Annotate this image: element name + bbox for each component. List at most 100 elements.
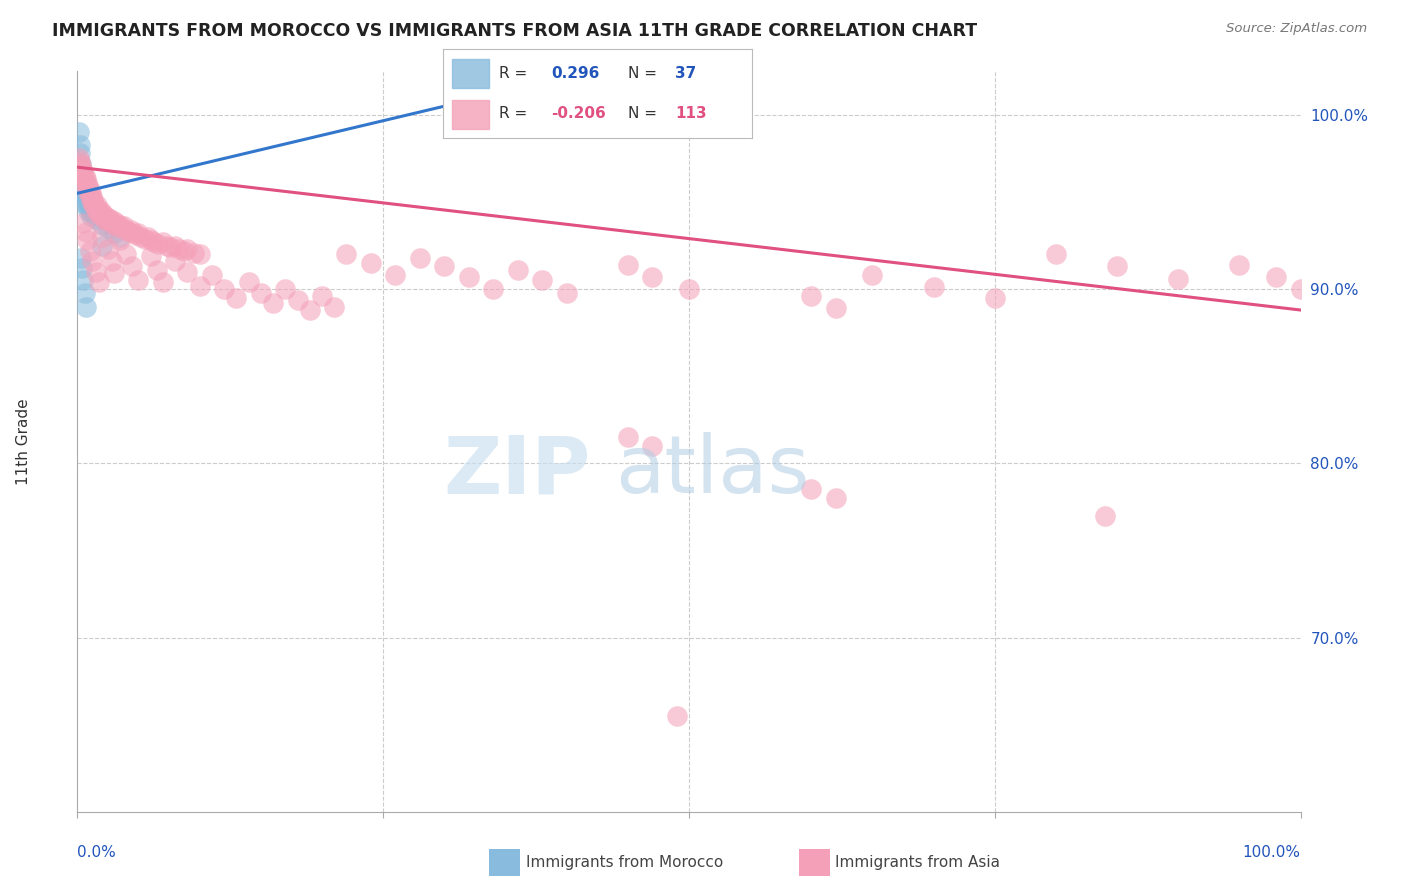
Point xyxy=(69,137,91,152)
Point xyxy=(262,296,284,310)
Text: 0.0%: 0.0% xyxy=(77,845,117,860)
Text: 0.296: 0.296 xyxy=(551,66,599,81)
Point xyxy=(323,300,346,314)
Point xyxy=(641,269,664,284)
Point xyxy=(80,254,103,268)
Point xyxy=(72,216,94,230)
Point xyxy=(73,169,96,183)
Text: R =: R = xyxy=(499,66,531,81)
Point xyxy=(72,170,94,185)
Point xyxy=(125,228,148,243)
Point xyxy=(73,181,96,195)
Point xyxy=(201,268,224,282)
Point xyxy=(82,207,104,221)
Text: Source: ZipAtlas.com: Source: ZipAtlas.com xyxy=(1226,22,1367,36)
Point xyxy=(274,282,297,296)
Point xyxy=(335,247,357,261)
Point xyxy=(70,161,93,176)
Point xyxy=(98,214,121,228)
Point xyxy=(115,247,138,261)
Point xyxy=(188,247,211,261)
Point xyxy=(82,198,104,212)
Point xyxy=(72,273,94,287)
Point xyxy=(617,258,640,272)
Point xyxy=(287,293,309,307)
Point xyxy=(84,265,107,279)
Point xyxy=(506,263,529,277)
Point xyxy=(80,209,103,223)
Point xyxy=(73,188,96,202)
Point xyxy=(84,202,107,216)
Point xyxy=(80,186,103,201)
Point xyxy=(1265,269,1288,284)
Point xyxy=(165,238,187,252)
Point xyxy=(67,125,90,139)
Point xyxy=(800,289,823,303)
Point xyxy=(67,152,90,166)
Point xyxy=(641,439,664,453)
Point xyxy=(183,245,205,260)
Text: 100.0%: 100.0% xyxy=(1243,845,1301,860)
Point xyxy=(79,183,101,197)
Point xyxy=(152,275,174,289)
Point xyxy=(70,163,93,178)
Point xyxy=(384,268,406,282)
Point xyxy=(77,200,100,214)
Point xyxy=(1289,282,1312,296)
Text: Immigrants from Asia: Immigrants from Asia xyxy=(835,855,1000,870)
Point xyxy=(72,165,94,179)
Point xyxy=(80,203,103,218)
Point xyxy=(100,254,122,268)
Point xyxy=(90,209,112,223)
Point xyxy=(156,238,179,252)
Point xyxy=(482,282,505,296)
Point xyxy=(139,233,162,247)
Point xyxy=(173,244,195,258)
Point xyxy=(128,273,150,287)
Point xyxy=(90,212,112,227)
Text: N =: N = xyxy=(628,106,662,121)
Point xyxy=(1229,258,1251,272)
Point xyxy=(103,214,125,228)
Point xyxy=(70,165,93,179)
Point xyxy=(86,198,108,212)
Point xyxy=(69,160,91,174)
Point xyxy=(97,242,120,256)
Point xyxy=(108,230,131,244)
Point xyxy=(89,205,111,219)
Point xyxy=(103,267,125,281)
Point xyxy=(75,198,97,212)
Point xyxy=(75,178,97,192)
Text: 113: 113 xyxy=(675,106,706,121)
Point xyxy=(97,221,120,235)
Point xyxy=(107,219,129,234)
Point xyxy=(75,172,97,186)
Point xyxy=(212,282,235,296)
Point xyxy=(167,242,190,256)
Text: IMMIGRANTS FROM MOROCCO VS IMMIGRANTS FROM ASIA 11TH GRADE CORRELATION CHART: IMMIGRANTS FROM MOROCCO VS IMMIGRANTS FR… xyxy=(52,22,977,40)
Point xyxy=(76,186,98,201)
Point xyxy=(84,212,107,227)
Point xyxy=(139,249,162,263)
Point xyxy=(143,235,166,249)
Point xyxy=(238,275,260,289)
Point xyxy=(77,203,100,218)
Point xyxy=(89,207,111,221)
Point xyxy=(70,251,93,265)
Point xyxy=(555,285,578,300)
Point xyxy=(89,275,111,289)
Point xyxy=(90,203,112,218)
Point xyxy=(311,289,333,303)
Point xyxy=(70,158,93,172)
Text: R =: R = xyxy=(499,106,531,121)
Point xyxy=(69,146,91,161)
Point xyxy=(103,227,125,241)
Point xyxy=(70,167,93,181)
Point xyxy=(122,227,145,241)
Point xyxy=(72,178,94,192)
Point xyxy=(103,218,125,232)
Point xyxy=(76,233,98,247)
Point xyxy=(108,218,131,232)
Point xyxy=(90,218,112,232)
Point xyxy=(105,216,128,230)
